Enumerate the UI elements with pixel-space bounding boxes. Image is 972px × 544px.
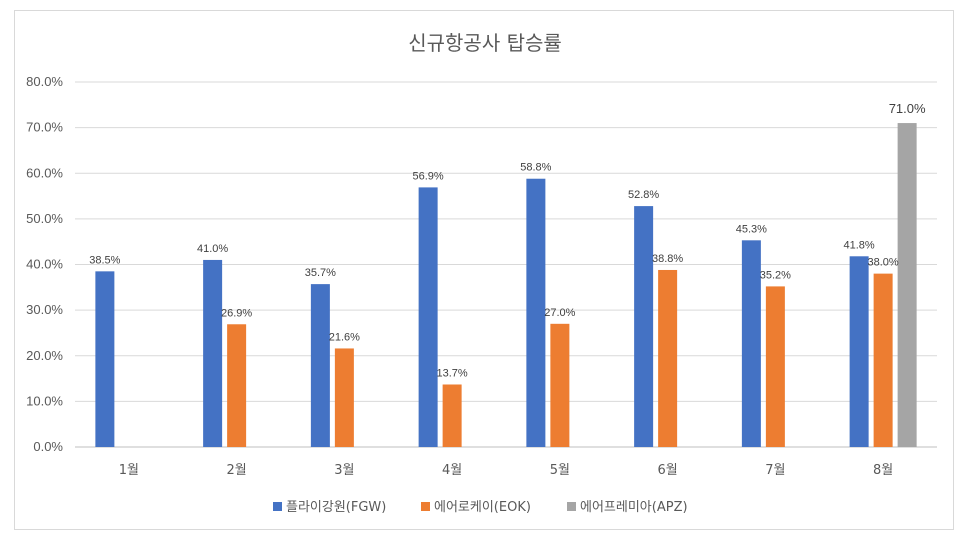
bar bbox=[95, 271, 115, 447]
data-label: 52.8% bbox=[628, 189, 659, 201]
data-label: 26.9% bbox=[221, 307, 252, 319]
data-label: 38.0% bbox=[868, 257, 899, 269]
data-label: 35.2% bbox=[760, 269, 791, 281]
data-label: 13.7% bbox=[437, 367, 468, 379]
bar bbox=[550, 323, 570, 447]
y-tick-label: 30.0% bbox=[26, 302, 63, 317]
legend-swatch bbox=[273, 502, 282, 511]
bar bbox=[741, 240, 761, 447]
legend-swatch bbox=[421, 502, 430, 511]
y-tick-label: 10.0% bbox=[26, 393, 63, 408]
data-label: 56.9% bbox=[413, 170, 444, 182]
data-labels: 38.5% 41.0% 26.9% 35.7% 21.6% 56.9% 13.7% 58.8%… bbox=[89, 101, 926, 379]
chart-frame: 신규항공사 탑승률 0.0% 10.0% 20.0% 30.0% 40.0% 50.0% 6… bbox=[14, 10, 954, 530]
bar bbox=[849, 256, 869, 447]
bar bbox=[897, 123, 917, 447]
data-label: 45.3% bbox=[736, 223, 767, 235]
x-tick-label: 1월 bbox=[119, 463, 139, 478]
x-tick-label: 4월 bbox=[442, 463, 462, 478]
legend-label: 플라이강원(FGW) bbox=[286, 500, 386, 515]
data-label: 35.7% bbox=[305, 267, 336, 279]
legend-label: 에어프레미아(APZ) bbox=[580, 500, 688, 515]
data-label: 71.0% bbox=[889, 101, 926, 116]
x-tick-label: 8월 bbox=[873, 463, 893, 478]
y-tick-label: 20.0% bbox=[26, 348, 63, 363]
legend-swatch bbox=[567, 502, 576, 511]
bar bbox=[310, 284, 330, 447]
data-label: 21.6% bbox=[329, 331, 360, 343]
x-tick-label: 2월 bbox=[227, 463, 247, 478]
y-tick-label: 80.0% bbox=[26, 74, 63, 89]
data-label: 41.0% bbox=[197, 243, 228, 255]
y-tick-label: 50.0% bbox=[26, 211, 63, 226]
bar bbox=[418, 187, 438, 448]
chart-title: 신규항공사 탑승률 bbox=[408, 31, 562, 55]
x-tick-label: 5월 bbox=[550, 463, 570, 478]
data-label: 27.0% bbox=[544, 307, 575, 319]
bar-chart: 신규항공사 탑승률 0.0% 10.0% 20.0% 30.0% 40.0% 50.0% 6… bbox=[26, 31, 937, 515]
y-tick-label: 70.0% bbox=[26, 120, 63, 135]
y-tick-label: 40.0% bbox=[26, 257, 63, 272]
y-axis: 0.0% 10.0% 20.0% 30.0% 40.0% 50.0% 60.0% 70.0% 8… bbox=[26, 74, 63, 454]
bar bbox=[526, 178, 546, 447]
bar bbox=[334, 348, 354, 447]
bars bbox=[95, 123, 917, 448]
bar bbox=[765, 286, 785, 447]
bar bbox=[634, 206, 654, 447]
bar bbox=[658, 269, 678, 447]
x-axis: 1월 2월 3월 4월 5월 6월 7월 8월 bbox=[119, 463, 893, 478]
x-tick-label: 6월 bbox=[658, 463, 678, 478]
data-label: 38.5% bbox=[89, 254, 120, 266]
bar bbox=[442, 384, 462, 447]
y-tick-label: 60.0% bbox=[26, 165, 63, 180]
data-label: 41.8% bbox=[844, 239, 875, 251]
bar bbox=[873, 273, 893, 447]
bar bbox=[203, 259, 223, 447]
bar bbox=[227, 324, 247, 447]
x-tick-label: 3월 bbox=[334, 463, 354, 478]
data-label: 58.8% bbox=[520, 162, 551, 174]
legend-label: 에어로케이(EOK) bbox=[434, 500, 531, 515]
y-tick-label: 0.0% bbox=[33, 439, 63, 454]
data-label: 38.8% bbox=[652, 253, 683, 265]
x-tick-label: 7월 bbox=[765, 463, 785, 478]
legend: 플라이강원(FGW) 에어로케이(EOK) 에어프레미아(APZ) bbox=[273, 500, 688, 515]
